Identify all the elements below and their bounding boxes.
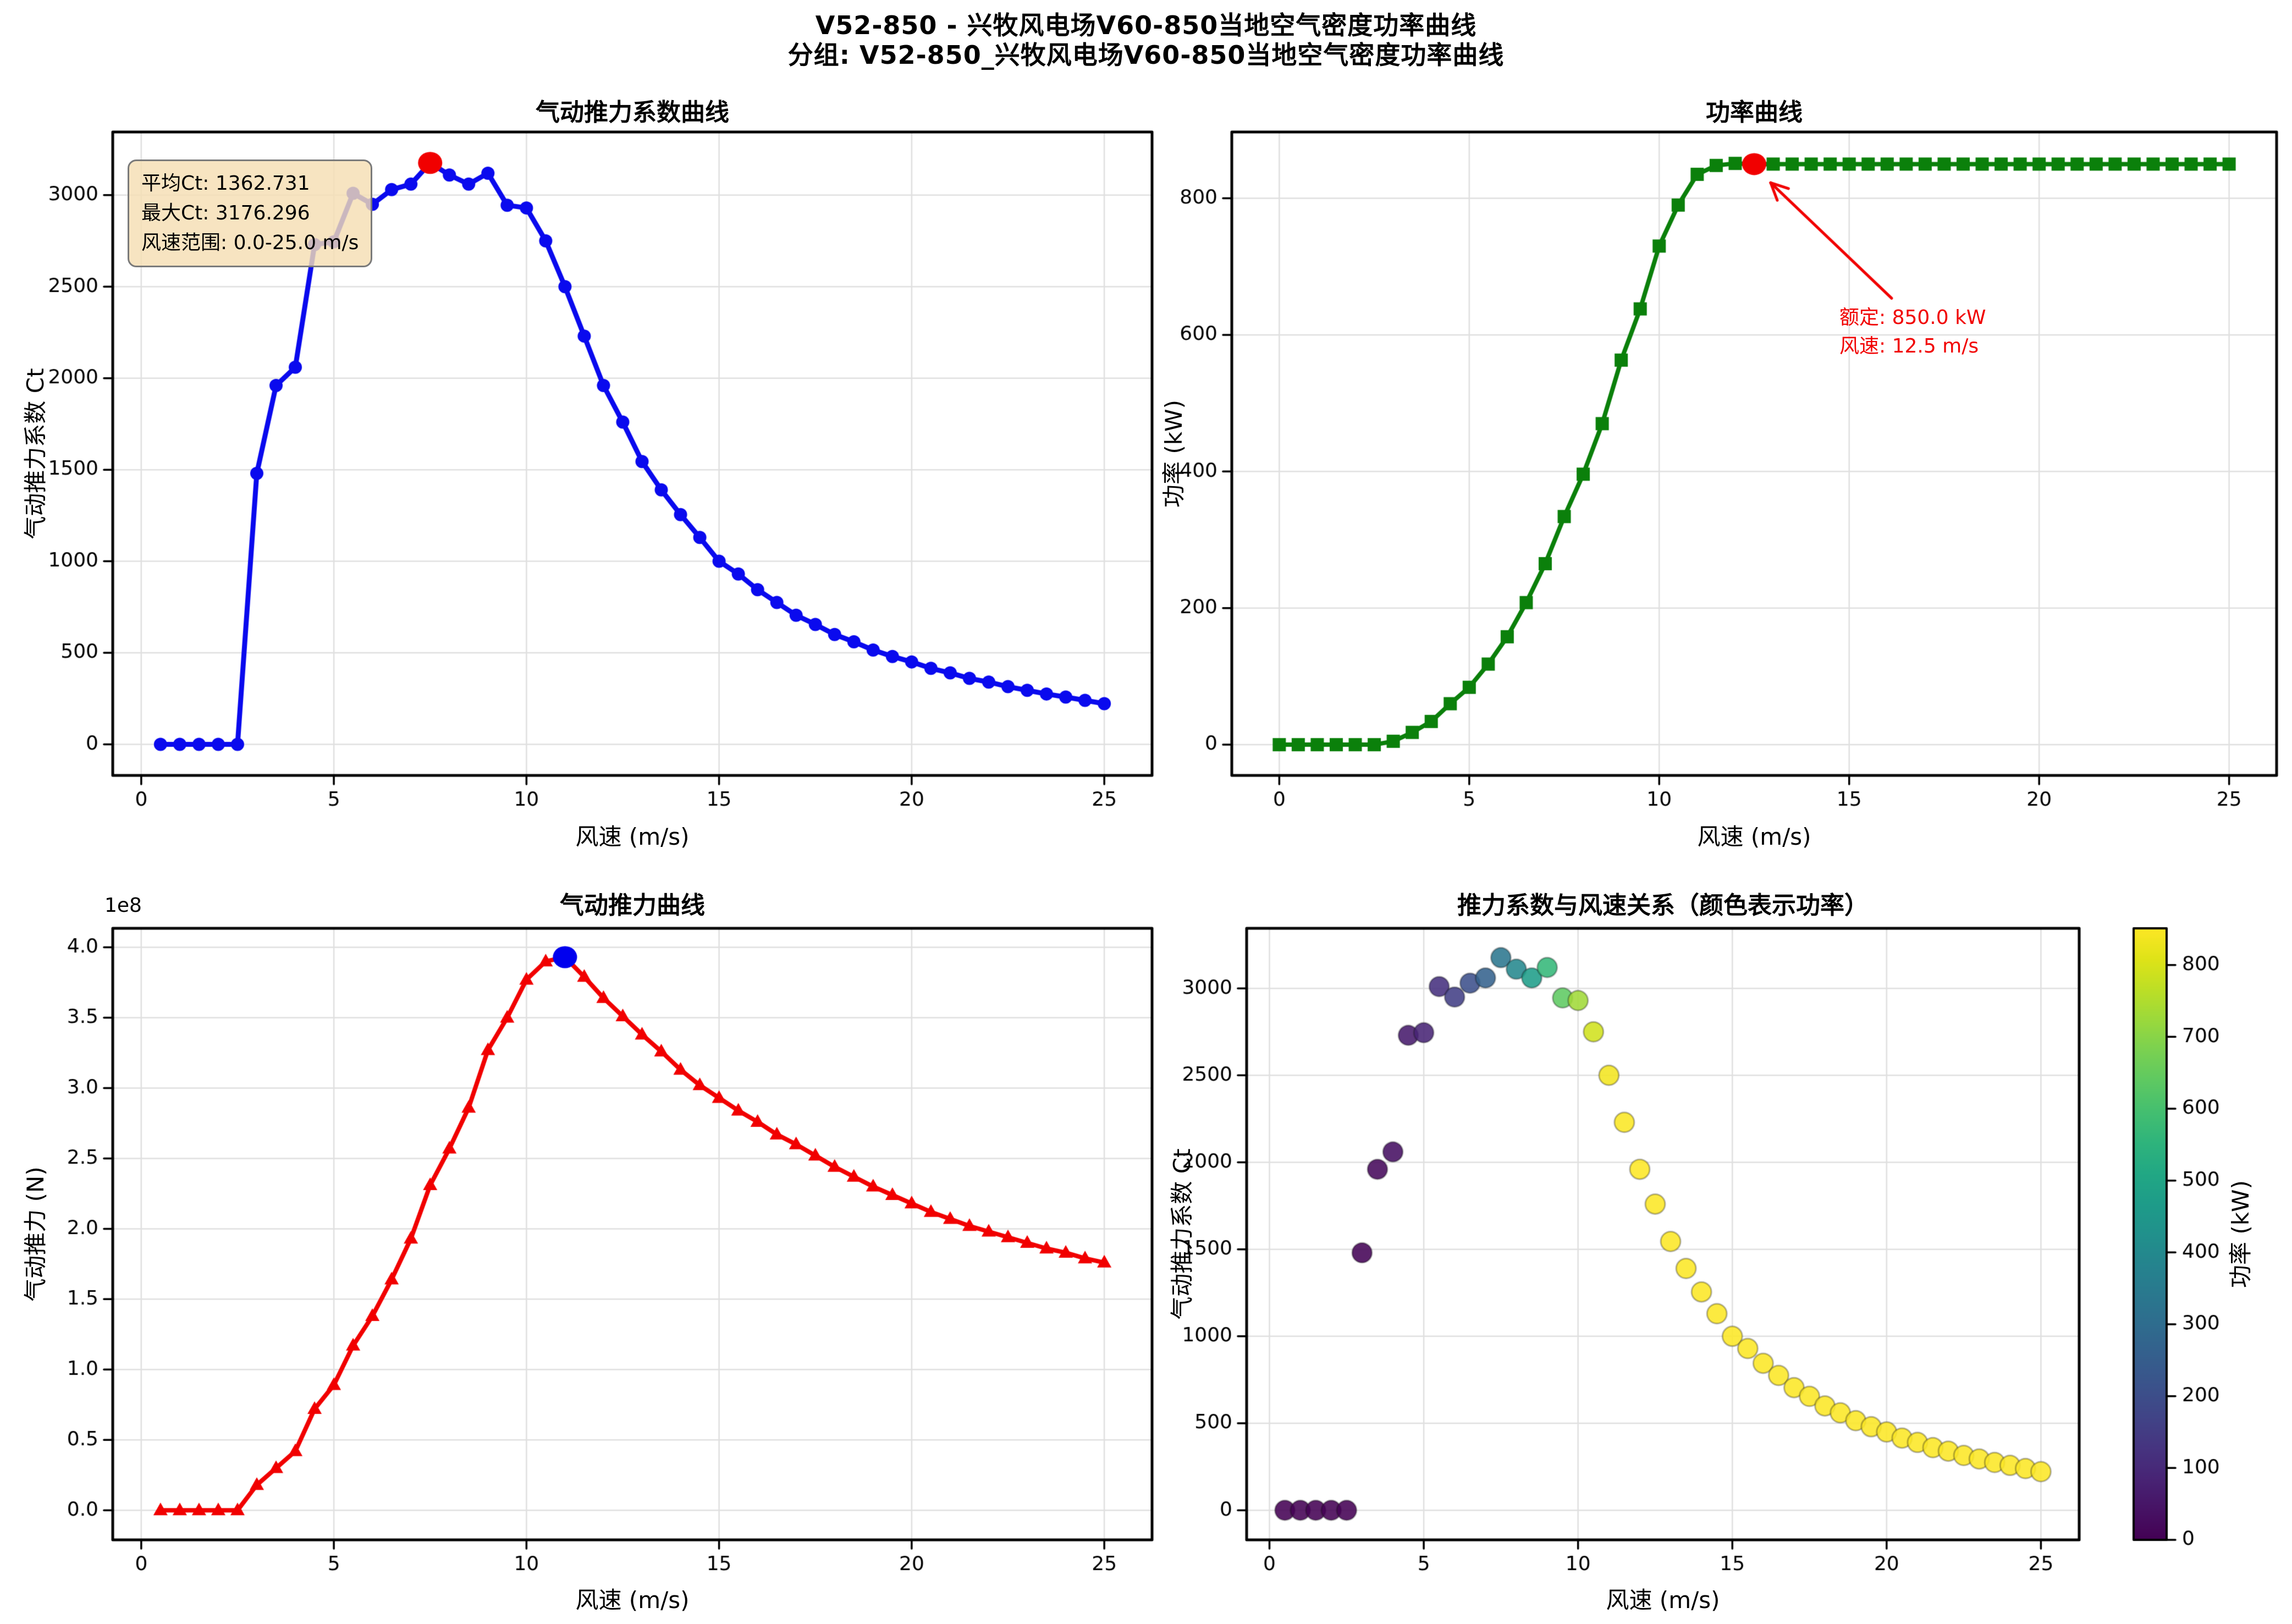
thrust-yaxis-label: 气动推力 (N) [22,1166,49,1302]
figure-title-line1: V52-850 - 兴牧风电场V60-850当地空气密度功率曲线 [815,10,1477,40]
scatter-yaxis-label: 气动推力系数 Ct [1169,1148,1195,1320]
figure-title-line2: 分组: V52-850_兴牧风电场V60-850当地空气密度功率曲线 [787,40,1505,70]
rated-power-annotation: 额定: 850.0 kW 风速: 12.5 m/s [1839,304,1986,361]
power-panel-title: 功率曲线 [1706,98,1803,126]
scatter-panel-title: 推力系数与风速关系（颜色表示功率） [1457,891,1869,920]
rated-speed-text: 风速: 12.5 m/s [1839,335,1979,357]
infobox-max-ct: 最大Ct: 3176.296 [141,202,310,224]
colorbar-label: 功率 (kW) [2227,1180,2254,1288]
thrust-xaxis-label: 风速 (m/s) [575,1587,690,1614]
infobox-speed-range: 风速范围: 0.0-25.0 m/s [141,232,359,254]
ct-yaxis-label: 气动推力系数 Ct [22,368,49,540]
power-xaxis-label: 风速 (m/s) [1697,823,1811,850]
power-yaxis-label: 功率 (kW) [1160,400,1187,508]
rated-power-text: 额定: 850.0 kW [1839,306,1986,329]
thrust-panel-title: 气动推力曲线 [560,891,705,920]
infobox-mean-ct: 平均Ct: 1362.731 [141,172,310,195]
thrust-axis-offset-text: 1e8 [104,894,142,917]
scatter-xaxis-label: 风速 (m/s) [1606,1587,1720,1614]
ct-panel-title: 气动推力系数曲线 [536,98,729,126]
ct-xaxis-label: 风速 (m/s) [575,823,690,850]
ct-stats-infobox: 平均Ct: 1362.731 最大Ct: 3176.296 风速范围: 0.0-… [128,159,373,267]
